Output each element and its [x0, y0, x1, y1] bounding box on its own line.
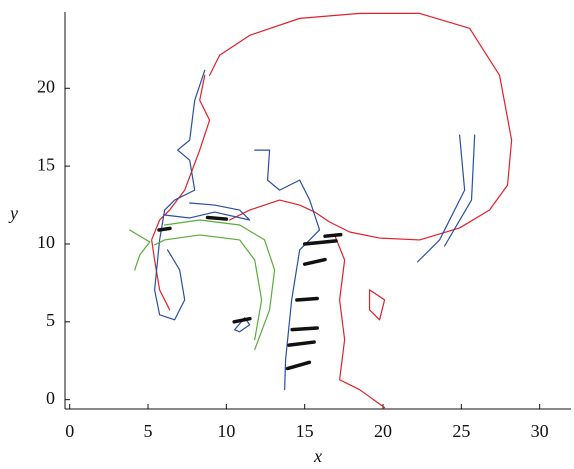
outline — [305, 260, 325, 265]
x-tick-label: 20 — [374, 421, 392, 441]
outline — [292, 328, 317, 330]
x-tick-label: 25 — [452, 421, 470, 441]
x-tick-label: 30 — [531, 421, 549, 441]
outline — [370, 290, 385, 320]
outline — [335, 235, 385, 408]
outline — [130, 230, 150, 270]
outline — [445, 135, 475, 246]
y-tick-label: 5 — [46, 310, 55, 330]
x-tick-label: 0 — [65, 421, 74, 441]
outline — [155, 70, 205, 319]
x-tick-label: 10 — [217, 421, 235, 441]
outline — [165, 220, 275, 350]
y-tick-label: 0 — [46, 388, 55, 408]
outline — [305, 241, 336, 244]
outline — [287, 362, 309, 368]
x-tick-label: 15 — [296, 421, 314, 441]
y-tick-label: 15 — [37, 154, 55, 174]
chart: x y 0 5 10 15 20 25 30 0 5 10 15 20 — [0, 0, 574, 469]
y-tick-label: 10 — [37, 232, 55, 252]
outline — [418, 135, 465, 262]
outline — [325, 235, 341, 237]
outline — [297, 298, 317, 300]
y-tick-label: 20 — [37, 76, 55, 96]
y-axis-label: y — [8, 203, 18, 223]
outline — [208, 218, 227, 220]
outline — [155, 235, 262, 340]
x-axis-label: x — [313, 446, 322, 466]
outline — [255, 150, 320, 390]
outline — [159, 228, 170, 230]
x-tick-label: 5 — [144, 421, 153, 441]
outline — [289, 342, 314, 345]
outline — [210, 13, 512, 240]
